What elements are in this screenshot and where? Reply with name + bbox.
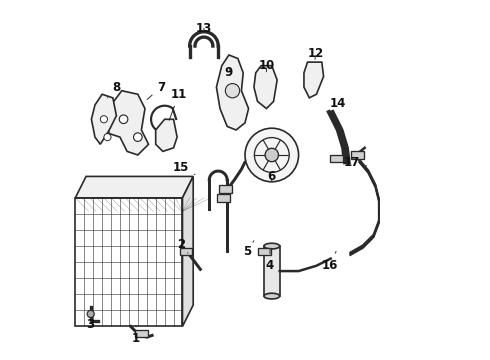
- Circle shape: [100, 116, 107, 123]
- Bar: [135, 330, 148, 337]
- Circle shape: [119, 115, 128, 123]
- Bar: [258, 248, 271, 255]
- Circle shape: [104, 134, 111, 141]
- Bar: [351, 151, 364, 159]
- Circle shape: [245, 128, 298, 182]
- Bar: [217, 194, 230, 202]
- Circle shape: [265, 148, 278, 162]
- Text: 6: 6: [268, 170, 276, 183]
- Bar: [219, 185, 232, 193]
- Circle shape: [87, 310, 94, 318]
- Polygon shape: [254, 66, 277, 109]
- Text: 13: 13: [196, 22, 212, 35]
- Circle shape: [134, 133, 142, 141]
- Polygon shape: [92, 94, 117, 144]
- Text: 3: 3: [87, 318, 95, 331]
- Text: 5: 5: [243, 241, 254, 258]
- Text: 14: 14: [330, 97, 346, 117]
- Text: 2: 2: [176, 238, 188, 253]
- Polygon shape: [106, 91, 148, 155]
- Text: 7: 7: [147, 81, 165, 100]
- Circle shape: [225, 84, 240, 98]
- Text: 15: 15: [172, 161, 195, 175]
- Text: 1: 1: [132, 326, 140, 346]
- Text: 4: 4: [266, 249, 274, 272]
- Polygon shape: [304, 62, 323, 98]
- Bar: [75, 198, 182, 327]
- Bar: [264, 246, 280, 296]
- Polygon shape: [217, 55, 248, 130]
- Text: 12: 12: [308, 47, 324, 60]
- Polygon shape: [75, 176, 193, 198]
- Text: 17: 17: [344, 156, 367, 168]
- Text: 16: 16: [322, 251, 338, 271]
- Text: 10: 10: [258, 59, 274, 72]
- Ellipse shape: [264, 243, 280, 249]
- Ellipse shape: [264, 293, 280, 299]
- Polygon shape: [156, 119, 177, 152]
- Text: 9: 9: [225, 66, 233, 79]
- Text: 11: 11: [169, 88, 187, 120]
- Polygon shape: [182, 176, 193, 327]
- Bar: [330, 155, 343, 162]
- Text: 8: 8: [107, 81, 121, 98]
- Bar: [180, 248, 193, 255]
